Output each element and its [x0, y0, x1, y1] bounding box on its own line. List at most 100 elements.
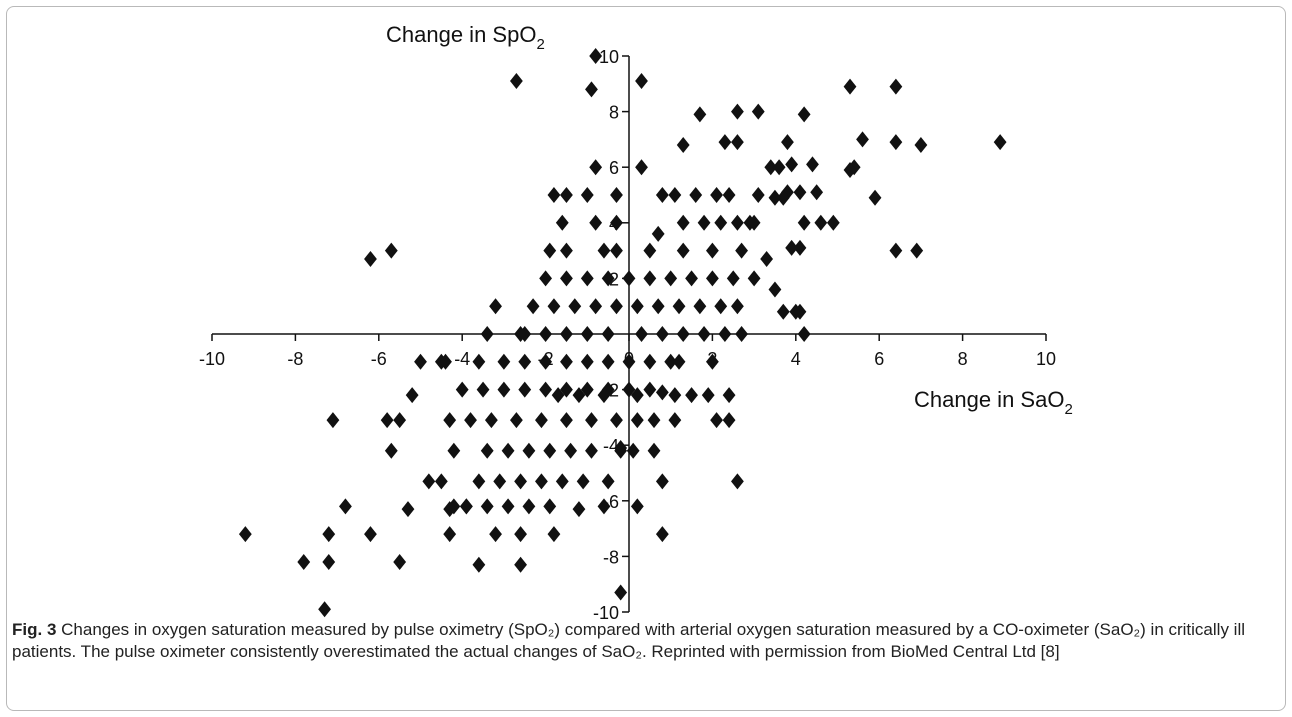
data-point-diamond	[560, 353, 573, 370]
data-point-diamond	[722, 387, 736, 404]
data-point-diamond	[364, 526, 377, 543]
data-point-diamond	[672, 298, 686, 315]
data-point-diamond	[455, 381, 469, 398]
x-tick-label: 8	[958, 349, 968, 369]
data-point-diamond	[572, 501, 586, 518]
data-point-diamond	[772, 159, 786, 176]
data-point-diamond	[339, 498, 352, 515]
y-tick-label: 2	[609, 269, 619, 289]
data-point-diamond	[655, 384, 669, 401]
data-point-diamond	[797, 214, 811, 231]
data-point-diamond	[635, 159, 648, 176]
figure-frame	[6, 6, 1286, 711]
data-point-diamond	[731, 103, 744, 120]
data-point-diamond	[422, 473, 436, 490]
data-point-diamond	[826, 214, 840, 231]
data-point-diamond	[689, 187, 703, 203]
data-point-diamond	[630, 387, 644, 404]
data-point-diamond	[706, 242, 719, 259]
data-point-diamond	[655, 526, 669, 543]
data-point-diamond	[555, 214, 569, 231]
data-point-diamond	[655, 473, 669, 490]
data-point-diamond	[793, 303, 807, 320]
data-point-diamond	[318, 601, 331, 618]
data-point-diamond	[751, 103, 765, 120]
data-point-diamond	[722, 412, 736, 429]
data-point-diamond	[589, 298, 603, 315]
figure-caption: Fig. 3 Changes in oxygen saturation meas…	[12, 619, 1274, 663]
data-point-diamond	[630, 498, 644, 515]
data-point-diamond	[651, 225, 665, 242]
data-point-diamond	[647, 412, 661, 429]
data-point-diamond	[622, 270, 636, 287]
data-point-diamond	[910, 242, 924, 259]
x-tick-label: 10	[1036, 349, 1056, 369]
data-point-diamond	[651, 298, 665, 315]
data-point-diamond	[751, 187, 765, 203]
data-point-diamond	[785, 239, 799, 256]
data-point-diamond	[731, 134, 744, 151]
data-point-diamond	[560, 187, 573, 203]
data-point-diamond	[510, 412, 523, 429]
data-point-diamond	[793, 239, 807, 256]
data-point-diamond	[322, 526, 336, 543]
data-point-diamond	[731, 473, 744, 490]
data-point-diamond	[518, 353, 532, 370]
data-point-diamond	[543, 242, 557, 259]
data-point-diamond	[560, 326, 573, 342]
data-point-diamond	[464, 412, 477, 429]
data-point-diamond	[718, 326, 732, 342]
data-point-diamond	[480, 326, 494, 342]
data-point-diamond	[614, 439, 628, 456]
data-point-diamond	[572, 387, 586, 404]
data-point-diamond	[664, 353, 678, 370]
data-point-diamond	[664, 270, 678, 287]
data-point-diamond	[668, 387, 682, 404]
data-point-diamond	[630, 412, 644, 429]
data-point-diamond	[543, 498, 557, 515]
data-point-diamond	[589, 159, 603, 176]
data-point-diamond	[384, 242, 398, 259]
data-point-diamond	[472, 353, 486, 370]
data-point-diamond	[643, 242, 657, 259]
data-point-diamond	[889, 78, 903, 95]
data-point-diamond	[539, 353, 552, 370]
data-point-diamond	[731, 298, 744, 315]
data-point-diamond	[384, 442, 398, 459]
data-point-diamond	[610, 242, 623, 259]
data-point-diamond	[476, 381, 490, 398]
data-point-diamond	[735, 242, 748, 259]
data-point-diamond	[597, 498, 611, 515]
data-point-diamond	[501, 442, 515, 459]
data-point-diamond	[547, 187, 561, 203]
data-point-diamond	[459, 498, 473, 515]
data-point-diamond	[551, 387, 565, 404]
data-point-diamond	[560, 242, 573, 259]
data-point-diamond	[614, 584, 628, 601]
data-point-diamond	[610, 298, 623, 315]
data-point-diamond	[693, 298, 707, 315]
data-point-diamond	[443, 526, 457, 543]
data-point-diamond	[597, 242, 611, 259]
data-point-diamond	[668, 187, 682, 203]
data-point-diamond	[610, 187, 623, 203]
data-point-diamond	[493, 473, 507, 490]
data-point-diamond	[580, 187, 594, 203]
data-point-diamond	[535, 412, 548, 429]
data-point-diamond	[760, 250, 774, 267]
data-point-diamond	[364, 250, 377, 267]
data-point-diamond	[676, 326, 690, 342]
data-point-diamond	[685, 270, 698, 287]
y-axis-title: Change in SpO2	[386, 22, 545, 53]
data-point-diamond	[514, 326, 527, 342]
data-point-diamond	[722, 187, 736, 203]
data-point-diamond	[472, 556, 486, 573]
data-point-diamond	[585, 81, 598, 98]
data-point-diamond	[706, 353, 719, 370]
data-point-diamond	[510, 73, 523, 90]
data-point-diamond	[676, 242, 690, 259]
data-point-diamond	[914, 136, 928, 153]
data-point-diamond	[597, 387, 611, 404]
data-point-diamond	[793, 184, 807, 201]
data-point-diamond	[297, 553, 311, 570]
